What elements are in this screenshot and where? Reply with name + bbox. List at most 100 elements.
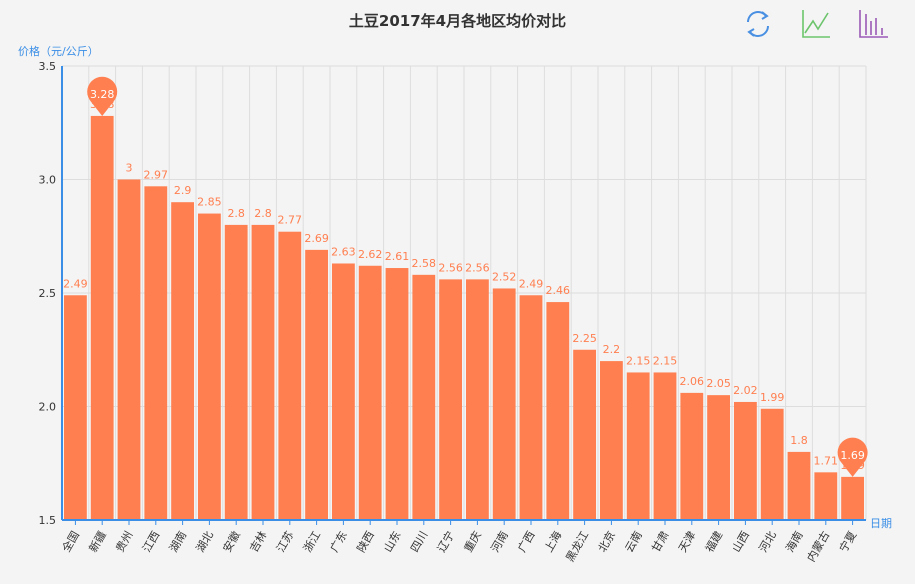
data-label: 1.99 (760, 391, 785, 404)
x-tick-label: 河北 (757, 529, 779, 555)
bar (466, 279, 489, 520)
x-tick-label: 贵州 (113, 529, 135, 555)
bar (358, 265, 382, 520)
bar (546, 302, 570, 520)
data-label: 2.85 (197, 196, 222, 209)
data-label: 2.49 (519, 277, 544, 290)
bar (90, 115, 114, 520)
y-tick-label: 3.0 (39, 174, 57, 187)
data-label: 1.8 (790, 434, 808, 447)
x-tick-label: 重庆 (461, 529, 484, 555)
bar (278, 231, 302, 520)
bar (787, 451, 811, 520)
data-label: 2.05 (706, 377, 731, 390)
bar (385, 268, 409, 520)
bar (224, 224, 248, 520)
bar (707, 395, 730, 520)
data-label: 2.63 (331, 245, 356, 258)
x-tick-label: 内蒙古 (804, 529, 833, 565)
line-chart-icon[interactable] (800, 8, 832, 40)
data-label: 2.58 (412, 257, 437, 270)
y-tick-label: 3.5 (39, 60, 57, 73)
bar (519, 295, 543, 520)
bar (64, 295, 87, 520)
data-label: 1.71 (814, 454, 839, 467)
x-tick-label: 安徽 (220, 529, 243, 555)
x-tick-label: 广西 (515, 529, 537, 555)
bar (439, 279, 462, 520)
data-label: 2.52 (492, 270, 517, 283)
x-tick-label: 广东 (328, 529, 350, 555)
data-label: 2.06 (680, 375, 705, 388)
x-tick-label: 河南 (489, 529, 511, 555)
x-tick-label: 上海 (541, 529, 564, 555)
x-tick-label: 天津 (676, 529, 698, 555)
bar (841, 476, 864, 520)
data-label: 2.15 (653, 354, 678, 367)
data-label: 2.02 (733, 384, 758, 397)
x-tick-label: 浙江 (301, 529, 323, 555)
data-label: 2.8 (254, 207, 272, 220)
x-tick-label: 山西 (730, 529, 752, 555)
x-tick-label: 四川 (408, 529, 430, 555)
x-tick-label: 黑龙江 (563, 529, 591, 564)
x-tick-label: 全国 (59, 529, 82, 555)
bar (734, 401, 757, 520)
data-label: 2.8 (227, 207, 245, 220)
bar (412, 274, 436, 520)
bar (653, 372, 677, 520)
bar (760, 408, 784, 520)
x-tick-label: 福建 (702, 529, 725, 555)
y-tick-label: 2.5 (39, 287, 57, 300)
bar (305, 249, 328, 520)
x-tick-label: 甘肃 (649, 529, 671, 555)
mark-point-label: 1.69 (840, 449, 865, 462)
y-tick-label: 2.0 (39, 401, 57, 414)
x-tick-label: 山东 (381, 529, 403, 555)
x-tick-label: 陕西 (354, 529, 377, 555)
x-tick-label: 新疆 (86, 529, 109, 555)
x-axis-label: 日期 (870, 517, 892, 530)
data-label: 2.49 (63, 277, 88, 290)
bar (814, 472, 838, 520)
bar (171, 202, 194, 520)
bar (573, 349, 596, 520)
data-label: 2.15 (626, 354, 651, 367)
bar (332, 263, 355, 520)
mark-point-min (837, 437, 868, 477)
data-label: 2.61 (385, 250, 410, 263)
bar (117, 179, 141, 520)
bar (680, 392, 704, 520)
data-label: 2.46 (546, 284, 571, 297)
y-tick-label: 1.5 (39, 514, 57, 527)
x-tick-label: 海南 (782, 529, 805, 555)
bar (251, 224, 275, 520)
data-label: 2.56 (465, 261, 490, 274)
data-label: 3 (126, 162, 133, 175)
data-label: 2.97 (144, 168, 169, 181)
x-tick-label: 吉林 (246, 529, 269, 555)
bar-chart-icon[interactable] (857, 8, 889, 40)
data-label: 2.9 (174, 184, 192, 197)
data-label: 2.56 (438, 261, 463, 274)
x-tick-label: 江苏 (274, 529, 296, 555)
chart-title: 土豆2017年4月各地区均价对比 (348, 12, 567, 30)
bar (626, 372, 650, 520)
data-label: 2.77 (278, 214, 303, 227)
x-tick-label: 湖北 (194, 529, 216, 555)
mark-point-label: 3.28 (90, 88, 115, 101)
restore-icon[interactable] (742, 8, 774, 40)
bar (144, 186, 168, 520)
x-tick-label: 宁夏 (836, 529, 859, 555)
mark-point-max (87, 76, 118, 116)
x-tick-label: 辽宁 (434, 529, 457, 555)
x-tick-label: 北京 (595, 529, 618, 555)
x-tick-label: 江西 (140, 529, 162, 555)
y-axis-label: 价格（元/公斤） (18, 44, 99, 58)
x-tick-label: 云南 (623, 529, 645, 555)
data-label: 2.62 (358, 248, 383, 261)
data-label: 2.25 (572, 332, 597, 345)
data-label: 2.69 (304, 232, 329, 245)
